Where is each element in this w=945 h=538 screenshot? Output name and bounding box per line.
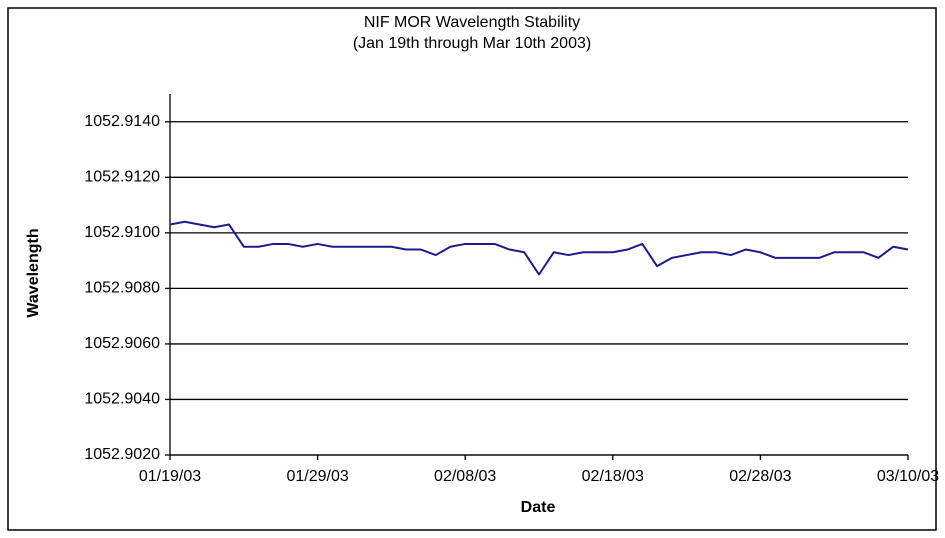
y-tick-label: 1052.9060 — [84, 335, 160, 352]
x-tick-label: 03/10/03 — [877, 468, 939, 485]
data-line — [169, 220, 909, 276]
y-tick-label: 1052.9020 — [84, 446, 160, 463]
y-tick-label: 1052.9080 — [84, 280, 160, 297]
y-tick-label: 1052.9100 — [84, 224, 160, 241]
x-tick-label: 01/29/03 — [286, 468, 348, 485]
x-tick-label: 02/18/03 — [582, 468, 644, 485]
x-axis-label: Date — [521, 499, 556, 516]
y-tick-label: 1052.9140 — [84, 113, 160, 130]
y-tick-label: 1052.9040 — [84, 391, 160, 408]
chart-frame — [7, 7, 937, 531]
y-tick-label: 1052.9120 — [84, 169, 160, 186]
chart-title: NIF MOR Wavelength Stability — [364, 14, 580, 31]
y-axis-label: Wavelength — [25, 228, 42, 317]
x-tick-label: 02/08/03 — [434, 468, 496, 485]
x-tick-label: 02/28/03 — [729, 468, 791, 485]
chart-subtitle: (Jan 19th through Mar 10th 2003) — [353, 35, 591, 52]
x-tick-label: 01/19/03 — [139, 468, 201, 485]
